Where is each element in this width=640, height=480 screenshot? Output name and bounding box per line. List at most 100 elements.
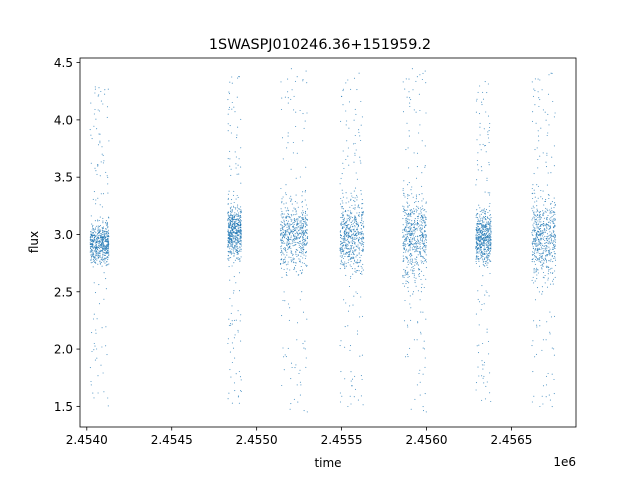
data-point — [280, 187, 282, 190]
data-point — [95, 251, 97, 253]
data-point — [300, 234, 303, 236]
data-point — [482, 143, 484, 145]
data-point — [357, 224, 359, 226]
data-point — [353, 241, 355, 243]
data-point — [416, 223, 418, 225]
data-point — [282, 236, 284, 238]
data-point — [296, 223, 299, 225]
data-point — [411, 193, 413, 195]
data-point — [536, 326, 538, 328]
data-point — [300, 242, 302, 244]
data-point — [108, 140, 110, 142]
data-point — [361, 243, 363, 245]
data-point — [237, 253, 240, 255]
data-point — [304, 217, 306, 219]
data-point — [349, 345, 352, 347]
data-point — [482, 230, 484, 232]
data-point — [479, 218, 481, 220]
data-point — [90, 236, 92, 239]
data-point — [339, 231, 341, 233]
data-point — [293, 398, 295, 400]
data-point — [555, 239, 557, 241]
data-point — [405, 78, 407, 80]
data-point — [304, 340, 306, 342]
data-point — [418, 275, 420, 277]
data-point — [304, 215, 306, 217]
data-point — [290, 235, 292, 237]
data-point — [405, 223, 407, 225]
data-point — [478, 375, 480, 377]
data-point — [363, 242, 365, 244]
data-point — [292, 254, 294, 256]
data-point — [359, 242, 361, 244]
data-point — [96, 348, 98, 350]
data-point — [412, 196, 414, 198]
data-point — [304, 231, 306, 234]
data-point — [479, 216, 481, 218]
data-point — [413, 243, 415, 245]
data-point — [282, 216, 285, 218]
data-point — [233, 240, 235, 242]
data-point — [103, 298, 105, 300]
data-point — [355, 172, 357, 174]
data-point — [409, 303, 411, 305]
data-point — [485, 236, 487, 238]
data-point — [339, 247, 341, 249]
data-point — [232, 235, 235, 237]
data-point — [105, 265, 107, 267]
data-point — [295, 211, 297, 213]
data-point — [407, 214, 409, 216]
data-point — [360, 231, 362, 233]
data-point — [475, 234, 477, 236]
data-point — [350, 229, 352, 231]
data-point — [293, 244, 295, 246]
data-point — [533, 270, 535, 272]
data-point — [420, 229, 423, 231]
data-point — [479, 134, 481, 136]
data-point — [343, 241, 345, 243]
data-point — [532, 226, 534, 228]
data-point — [549, 225, 551, 227]
data-point — [477, 242, 479, 244]
data-point — [233, 238, 235, 240]
data-point — [424, 223, 426, 225]
data-point — [91, 243, 93, 245]
data-point — [534, 247, 537, 250]
data-point — [232, 241, 234, 243]
data-point — [537, 210, 539, 212]
data-point — [354, 224, 356, 227]
data-point — [234, 221, 236, 223]
data-point — [422, 347, 424, 349]
data-point — [234, 236, 236, 238]
data-point — [545, 261, 548, 263]
data-point — [339, 234, 342, 236]
data-point — [487, 266, 489, 269]
data-point — [230, 239, 232, 241]
data-point — [536, 242, 538, 244]
data-point — [550, 207, 552, 209]
data-point — [416, 209, 418, 211]
data-point — [300, 247, 302, 249]
data-point — [108, 263, 110, 265]
data-point — [531, 242, 533, 244]
data-point — [538, 97, 540, 99]
data-point — [551, 210, 553, 212]
data-point — [542, 291, 544, 293]
data-point — [540, 257, 543, 259]
data-point — [421, 228, 423, 230]
data-point — [354, 152, 356, 154]
data-point — [228, 242, 230, 244]
data-point — [240, 240, 242, 242]
data-point — [229, 226, 231, 228]
data-point — [548, 241, 550, 243]
data-point — [342, 248, 344, 250]
data-point — [229, 222, 231, 224]
data-point — [97, 237, 99, 239]
data-point — [293, 207, 295, 209]
data-point — [288, 216, 290, 218]
data-point — [356, 89, 358, 91]
data-point — [290, 261, 293, 263]
data-point — [552, 247, 554, 249]
data-point — [535, 122, 537, 124]
data-point — [95, 241, 97, 243]
